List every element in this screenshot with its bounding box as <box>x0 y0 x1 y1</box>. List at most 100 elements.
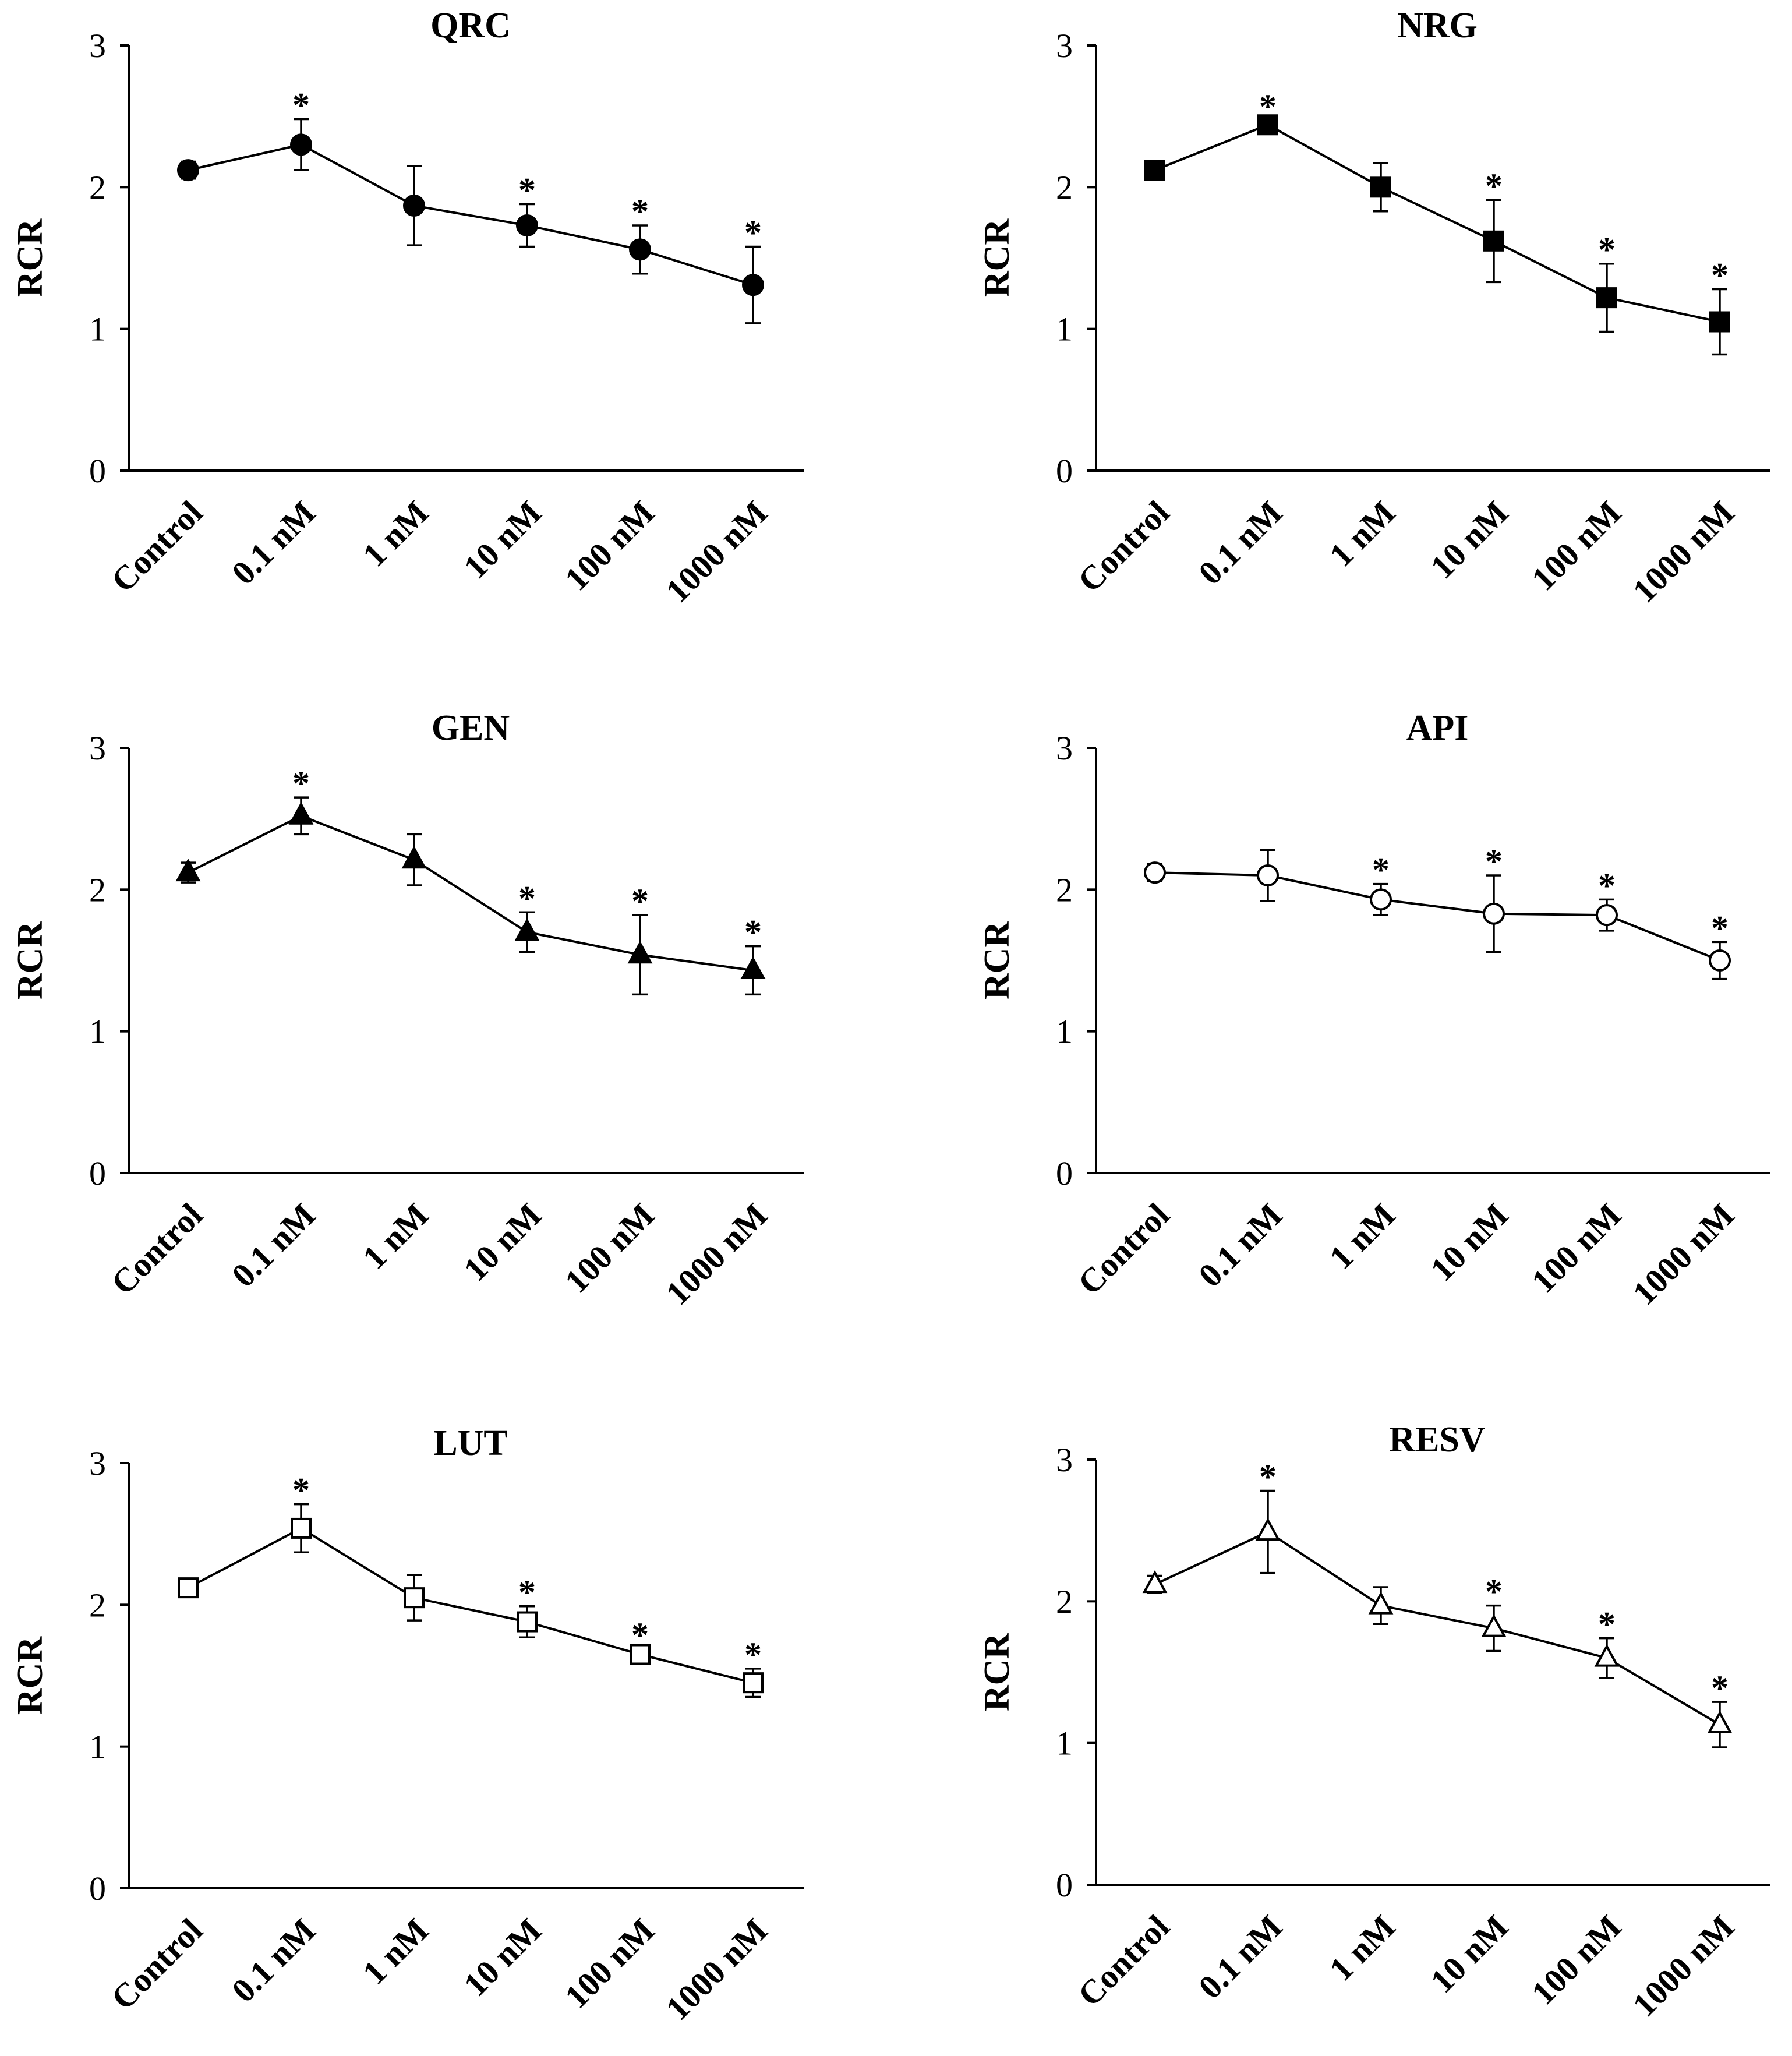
data-point <box>1596 904 1618 927</box>
significance-marker: * <box>1598 1605 1616 1644</box>
x-tick-label: 0.1 nM <box>1191 1196 1289 1294</box>
significance-marker: * <box>744 1635 762 1674</box>
series-line <box>1154 123 1720 323</box>
x-tick-label: Control <box>104 1911 210 2017</box>
data-point <box>1481 1614 1507 1637</box>
y-axis-label: RCR <box>10 218 50 298</box>
y-tick-label: 1 <box>89 1728 106 1766</box>
x-tick-label: 1 nM <box>1322 1196 1402 1276</box>
data-point <box>403 194 425 217</box>
y-tick-label: 2 <box>89 168 106 206</box>
y-tick-label: 3 <box>89 1444 106 1482</box>
series-line <box>188 143 754 287</box>
significance-marker: * <box>1372 851 1390 889</box>
significance-marker: * <box>1711 1669 1729 1707</box>
significance-marker: * <box>292 86 310 125</box>
x-tick-label: 1000 nM <box>658 1911 775 2027</box>
x-tick-label: 1 nM <box>1322 1907 1402 1988</box>
x-tick-label: 10 nM <box>456 1911 549 2004</box>
significance-marker: * <box>1711 256 1729 295</box>
significance-marker: * <box>518 171 536 210</box>
chart-title: GEN <box>432 708 510 748</box>
significance-marker: * <box>292 1471 310 1510</box>
x-tick-label: 100 nM <box>557 493 662 598</box>
x-tick-label: 100 nM <box>1524 1907 1628 2012</box>
chart-title: RESV <box>1389 1420 1486 1460</box>
x-tick-label: 1000 nM <box>1625 1907 1741 2024</box>
data-point <box>290 133 312 156</box>
x-tick-label: Control <box>1070 1907 1176 2013</box>
x-tick-label: 0.1 nM <box>224 1196 323 1294</box>
significance-marker: * <box>518 879 536 917</box>
chart-title: QRC <box>430 6 511 45</box>
y-tick-label: 0 <box>1056 452 1073 490</box>
y-tick-label: 2 <box>1056 168 1073 206</box>
y-tick-label: 2 <box>1056 1582 1073 1620</box>
series-line <box>1154 1530 1721 1726</box>
significance-marker: * <box>631 882 649 920</box>
y-tick-label: 0 <box>89 452 106 490</box>
data-point <box>517 1611 538 1633</box>
data-point <box>630 1644 651 1665</box>
y-tick-label: 3 <box>89 27 106 65</box>
y-tick-label: 3 <box>1056 1441 1073 1479</box>
x-tick-label: 10 nM <box>456 1196 549 1288</box>
y-tick-label: 0 <box>89 1154 106 1192</box>
data-point <box>627 941 653 964</box>
y-tick-label: 2 <box>89 871 106 909</box>
data-point <box>740 956 766 980</box>
data-point <box>288 801 314 825</box>
y-axis-label: RCR <box>977 218 1017 298</box>
x-tick-label: 0.1 nM <box>1191 493 1289 592</box>
significance-marker: * <box>1485 842 1503 881</box>
data-point <box>1144 861 1166 884</box>
chart-panel-nrg: 0 1 2 3 RCR NRG Control 0.1 nM 1 nM 10 nM 100 nM10… <box>977 6 1770 610</box>
data-point <box>516 214 538 237</box>
x-tick-label: 10 nM <box>1423 493 1515 586</box>
y-tick-label: 1 <box>1056 1725 1073 1762</box>
data-point <box>178 1577 199 1599</box>
x-tick-label: 10 nM <box>1423 1196 1515 1288</box>
data-point <box>401 846 427 869</box>
x-tick-label: 100 nM <box>1524 1196 1628 1300</box>
significance-marker: * <box>518 1573 536 1612</box>
data-point <box>1370 888 1392 911</box>
x-tick-label: 1000 nM <box>658 1196 775 1312</box>
chart-panel-api: 0 1 2 3 RCR API Control 0.1 nM 1 nM 10 nM 100 nM10… <box>977 708 1770 1312</box>
data-point <box>1594 1644 1620 1667</box>
chart-title: API <box>1406 708 1469 748</box>
significance-marker: * <box>1598 866 1616 905</box>
x-tick-label: 1 nM <box>355 1196 436 1276</box>
data-point <box>175 858 201 882</box>
x-tick-label: 1000 nM <box>1625 1196 1741 1312</box>
y-tick-label: 0 <box>1056 1154 1073 1192</box>
data-point <box>404 1587 425 1609</box>
x-tick-label: 100 nM <box>1524 493 1628 598</box>
significance-marker: * <box>744 214 762 252</box>
series-line <box>188 1527 754 1684</box>
y-tick-label: 0 <box>89 1870 106 1907</box>
x-tick-label: 10 nM <box>456 493 549 586</box>
significance-marker: * <box>744 913 762 952</box>
x-tick-label: 10 nM <box>1423 1907 1515 2000</box>
y-axis-label: RCR <box>977 921 1017 1000</box>
x-tick-label: Control <box>1070 1196 1176 1302</box>
data-point <box>1483 902 1505 925</box>
x-tick-label: 1000 nM <box>1625 493 1741 610</box>
y-axis-label: RCR <box>10 921 50 1000</box>
y-tick-label: 3 <box>89 729 106 767</box>
y-tick-label: 1 <box>1056 1013 1073 1051</box>
significance-marker: * <box>1259 87 1277 126</box>
data-point <box>1596 287 1617 309</box>
significance-marker: * <box>1259 1458 1277 1496</box>
data-point <box>1370 176 1391 198</box>
chart-title: NRG <box>1397 6 1478 45</box>
x-tick-label: 1 nM <box>355 493 436 574</box>
y-tick-label: 3 <box>1056 729 1073 767</box>
series-line <box>188 814 754 972</box>
y-tick-label: 0 <box>1056 1866 1073 1904</box>
x-tick-label: Control <box>1070 493 1176 599</box>
x-tick-label: 0.1 nM <box>224 1911 323 2009</box>
data-point <box>1257 114 1278 136</box>
